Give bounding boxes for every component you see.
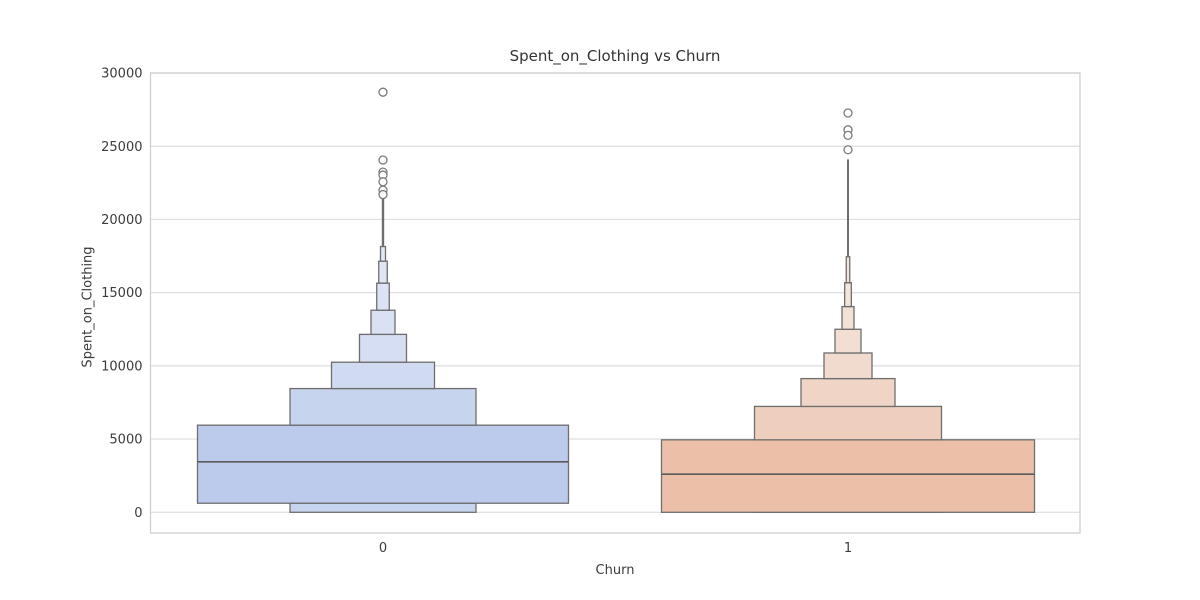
outlier-point [378,177,388,187]
letter-value-box [841,305,855,330]
letter-value-box [753,405,943,441]
letter-value-box [376,282,390,311]
letter-value-box [800,377,896,408]
y-tick-label: 0 [134,506,142,521]
letter-value-box [370,309,396,336]
letter-value-box [844,282,853,308]
y-tick-label: 10000 [101,359,142,374]
x-tick-label: 0 [379,541,387,556]
outlier-point [843,130,853,141]
outlier-point [378,189,388,200]
chart-title: Spent_on_Clothing vs Churn [509,47,721,65]
letter-value-box [289,387,477,426]
y-tick-label: 5000 [109,433,142,448]
y-tick-label: 25000 [101,140,142,155]
outlier-point [378,87,388,97]
letter-value-box [196,424,570,504]
letter-value-box [379,245,387,262]
letter-value-box [823,352,873,380]
outlier-point [843,145,853,155]
letter-value-box [289,502,477,513]
y-tick-label: 15000 [101,286,142,301]
outlier-point [378,155,388,165]
letter-value-box [834,328,862,354]
letter-value-box [330,361,436,390]
y-tick-label: 30000 [101,67,142,82]
y-tick-label: 20000 [101,213,142,228]
letter-value-box [660,439,1036,513]
x-axis-label: Churn [595,563,635,578]
letter-value-box [358,333,408,363]
letter-value-box [845,256,851,284]
outlier-point [843,108,853,118]
x-tick-label: 1 [844,541,852,556]
plot-border [149,72,1081,534]
letter-value-box [378,260,388,284]
